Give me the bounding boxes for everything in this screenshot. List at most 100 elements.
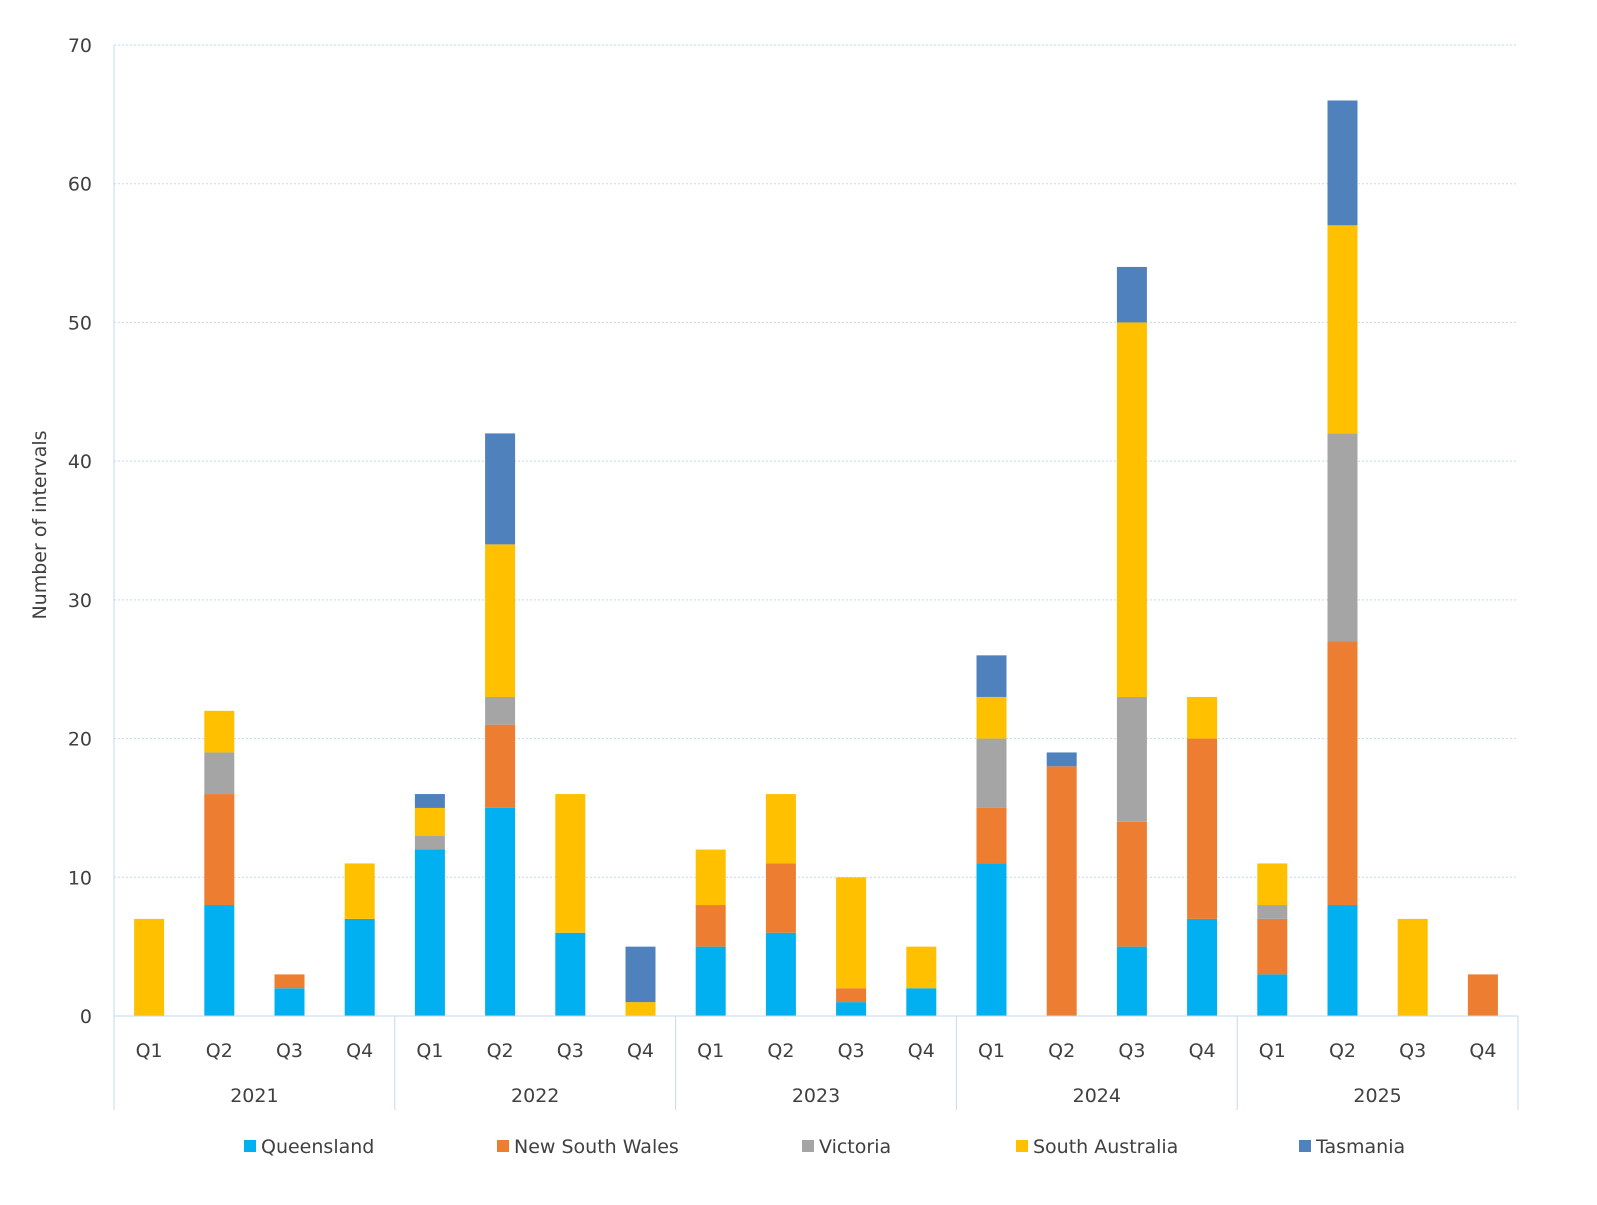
bar-segment-south-australia (485, 544, 516, 697)
bar-segment-victoria (976, 738, 1007, 808)
y-axis-ticks: 0 10 20 30 40 50 60 70 (68, 35, 92, 1028)
bar-segment-new-south-wales (1257, 918, 1288, 975)
y-tick-label: 10 (68, 867, 92, 889)
x-tick-label-quarter: Q3 (557, 1040, 584, 1062)
bar-segment-south-australia (555, 794, 586, 933)
bar-segment-victoria (1257, 905, 1288, 919)
x-tick-label-quarter: Q2 (487, 1040, 514, 1062)
bar-segment-new-south-wales (1046, 766, 1077, 1016)
bars (134, 100, 1498, 1016)
bar-segment-new-south-wales (765, 863, 796, 933)
bar-segment-new-south-wales (1467, 974, 1498, 1016)
gridlines (113, 44, 1518, 1016)
legend-swatch (1016, 1140, 1028, 1152)
x-tick-label-quarter: Q2 (1048, 1040, 1075, 1062)
x-tick-label-quarter: Q3 (1399, 1040, 1426, 1062)
bar-segment-victoria (1116, 696, 1147, 822)
x-tick-label-quarter: Q2 (1329, 1040, 1356, 1062)
bar-segment-south-australia (204, 710, 235, 753)
x-tick-label-quarter: Q4 (346, 1040, 373, 1062)
x-tick-label-quarter: Q4 (1469, 1040, 1496, 1062)
bar-segment-tasmania (1116, 266, 1147, 323)
x-tick-label-quarter: Q2 (767, 1040, 794, 1062)
bar-segment-victoria (204, 752, 235, 795)
x-tick-label-quarter: Q1 (136, 1040, 163, 1062)
y-tick-label: 30 (68, 590, 92, 612)
bar-segment-south-australia (625, 1002, 656, 1016)
y-tick-label: 0 (80, 1006, 92, 1028)
x-tick-label-quarter: Q4 (908, 1040, 935, 1062)
bar-segment-tasmania (976, 655, 1007, 697)
bar-segment-queensland (414, 849, 445, 1016)
legend-label: South Australia (1033, 1136, 1178, 1158)
x-tick-label-year: 2023 (792, 1085, 840, 1107)
y-tick-label: 60 (68, 174, 92, 196)
x-tick-label-year: 2025 (1353, 1085, 1401, 1107)
legend: Queensland New South Wales Victoria South A… (244, 1136, 1405, 1158)
bar-segment-south-australia (344, 863, 375, 919)
bar-segment-south-australia (695, 849, 726, 906)
x-tick-label-quarter: Q1 (1259, 1040, 1286, 1062)
bar-segment-south-australia (836, 877, 867, 989)
bar-segment-victoria (414, 835, 445, 850)
x-tick-label-quarter: Q3 (838, 1040, 865, 1062)
bar-segment-new-south-wales (485, 724, 516, 808)
bar-segment-queensland (204, 905, 235, 1016)
y-tick-label: 70 (68, 35, 92, 57)
bar-segment-south-australia (134, 918, 165, 1016)
x-tick-label-quarter: Q1 (978, 1040, 1005, 1062)
x-tick-label-quarter: Q3 (276, 1040, 303, 1062)
bar-segment-tasmania (414, 794, 445, 808)
legend-swatch (802, 1140, 814, 1152)
y-tick-label: 50 (68, 312, 92, 334)
bar-segment-new-south-wales (976, 807, 1007, 864)
bar-segment-queensland (1187, 918, 1218, 1016)
x-tick-label-year: 2024 (1073, 1085, 1121, 1107)
bar-segment-queensland (555, 932, 586, 1016)
x-tick-label-quarter: Q1 (416, 1040, 443, 1062)
y-tick-label: 20 (68, 729, 92, 751)
legend-swatch (1299, 1140, 1311, 1152)
bar-segment-new-south-wales (274, 974, 305, 989)
bar-segment-queensland (836, 1002, 867, 1016)
bar-segment-queensland (976, 863, 1007, 1016)
y-axis-label: Number of intervals (29, 430, 51, 619)
x-tick-label-quarter: Q1 (697, 1040, 724, 1062)
x-tick-label-quarter: Q2 (206, 1040, 233, 1062)
x-tick-label-quarter: Q4 (627, 1040, 654, 1062)
bar-segment-queensland (1257, 974, 1288, 1016)
bar-segment-new-south-wales (1327, 641, 1358, 906)
legend-swatch (497, 1140, 509, 1152)
bar-segment-tasmania (625, 946, 656, 1003)
x-tick-label-quarter: Q3 (1118, 1040, 1145, 1062)
x-tick-label-year: 2022 (511, 1085, 559, 1107)
bar-segment-queensland (1116, 946, 1147, 1016)
y-tick-label: 40 (68, 451, 92, 473)
bar-segment-tasmania (1046, 752, 1077, 767)
bar-segment-tasmania (1327, 100, 1358, 226)
bar-segment-queensland (1327, 905, 1358, 1016)
x-tick-label-quarter: Q4 (1189, 1040, 1216, 1062)
legend-label: Tasmania (1315, 1136, 1405, 1158)
legend-label: Victoria (819, 1136, 891, 1158)
legend-label: Queensland (261, 1136, 374, 1158)
bar-segment-queensland (695, 946, 726, 1016)
bar-segment-south-australia (1327, 225, 1358, 434)
bar-segment-queensland (274, 988, 305, 1016)
bar-segment-south-australia (1397, 918, 1428, 1016)
bar-segment-queensland (485, 807, 516, 1016)
bar-segment-queensland (906, 988, 937, 1016)
bar-segment-south-australia (1116, 322, 1147, 697)
x-axis: Q1 Q2 Q3 Q4 Q1 Q2 Q3 Q4 Q1 Q2 Q3 Q4 Q1 Q2 Q3 Q4 Q1 Q2 Q3 Q4… (113, 1015, 1519, 1110)
bar-segment-south-australia (765, 794, 796, 864)
bar-segment-south-australia (1257, 863, 1288, 906)
bar-segment-new-south-wales (1187, 738, 1218, 919)
bar-segment-new-south-wales (695, 905, 726, 947)
bar-segment-south-australia (1187, 696, 1218, 739)
bar-segment-tasmania (485, 433, 516, 545)
bar-segment-new-south-wales (204, 794, 235, 906)
legend-swatch (244, 1140, 256, 1152)
bar-segment-south-australia (414, 807, 445, 836)
legend-label: New South Wales (514, 1136, 679, 1158)
